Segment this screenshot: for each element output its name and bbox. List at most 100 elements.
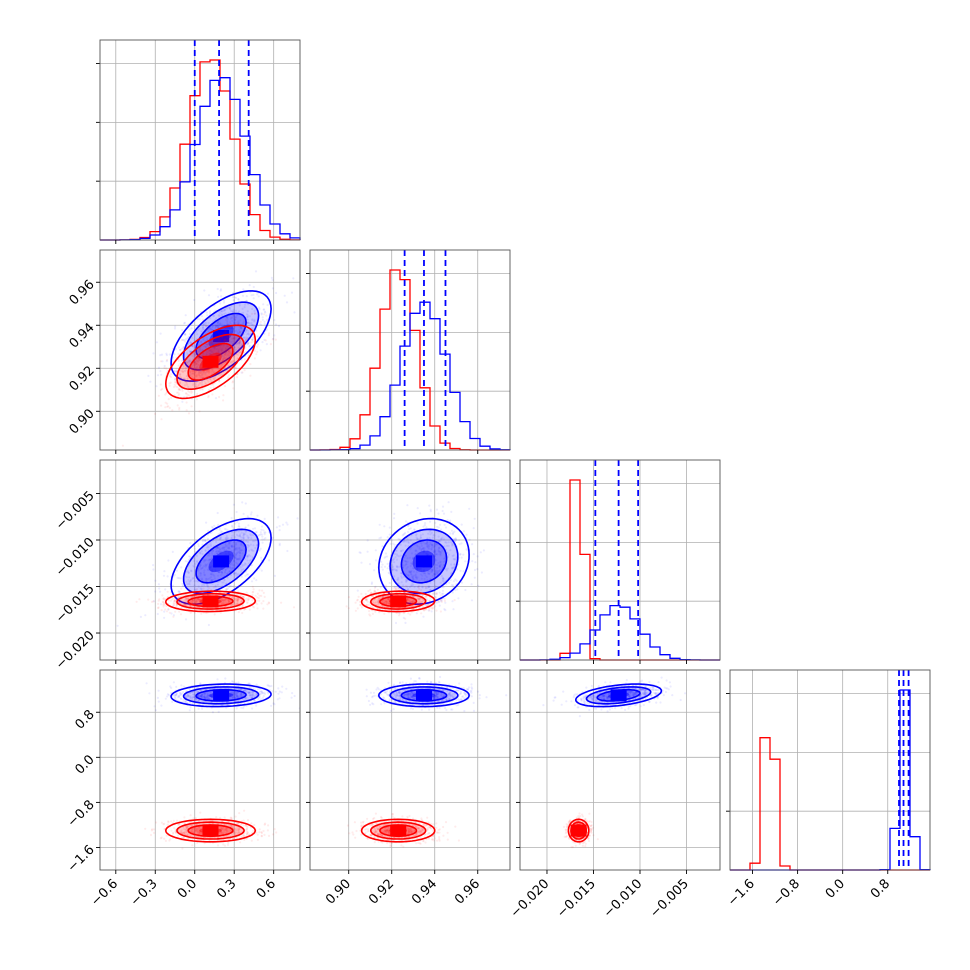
sample-point xyxy=(255,544,258,547)
sample-point xyxy=(212,586,215,589)
sample-point xyxy=(250,294,253,297)
sample-point xyxy=(458,539,461,542)
sample-point xyxy=(152,600,155,603)
sample-point xyxy=(219,531,222,535)
sample-point xyxy=(234,553,237,556)
sample-point xyxy=(185,380,188,383)
sample-point xyxy=(238,341,241,344)
sample-point xyxy=(213,347,216,351)
sample-point xyxy=(188,576,191,579)
sample-point xyxy=(222,546,225,549)
sample-point xyxy=(237,525,240,528)
sample-point xyxy=(178,387,181,390)
sample-point xyxy=(230,316,233,319)
sample-point xyxy=(242,336,246,339)
sample-point xyxy=(188,589,191,592)
sample-point xyxy=(226,598,229,601)
sample-point xyxy=(200,354,203,357)
sample-point xyxy=(241,595,244,598)
sample-point xyxy=(199,382,202,385)
sample-point xyxy=(152,564,155,567)
sample-point xyxy=(251,318,254,321)
sample-point xyxy=(175,685,178,689)
sample-point xyxy=(403,532,406,536)
sample-point xyxy=(214,326,217,330)
sample-point xyxy=(237,297,240,301)
sample-point xyxy=(462,553,465,556)
sample-point xyxy=(166,695,169,698)
sample-point xyxy=(234,348,237,351)
sample-point xyxy=(209,378,212,381)
sample-point xyxy=(233,559,236,563)
sample-point xyxy=(165,354,168,357)
sample-point xyxy=(233,572,236,575)
sample-point xyxy=(218,348,221,351)
sample-point xyxy=(228,542,231,545)
sample-point xyxy=(175,391,179,394)
sample-point xyxy=(239,556,242,559)
sample-point xyxy=(238,330,242,333)
sample-point xyxy=(416,545,419,548)
sample-point xyxy=(216,678,219,681)
sample-point xyxy=(244,354,247,357)
sample-point xyxy=(441,505,445,508)
sample-point xyxy=(249,543,252,546)
sample-point xyxy=(419,536,422,539)
sample-point xyxy=(277,692,280,695)
sample-point xyxy=(229,352,232,355)
sample-point xyxy=(202,328,205,331)
sample-point xyxy=(223,527,227,531)
sample-point xyxy=(178,590,181,594)
sample-point xyxy=(366,550,369,553)
sample-point xyxy=(476,568,479,571)
sample-point xyxy=(174,348,177,351)
sample-point xyxy=(149,380,152,383)
sample-point xyxy=(161,387,164,391)
sample-point xyxy=(409,570,412,574)
sample-point xyxy=(267,334,270,337)
sample-point xyxy=(199,574,202,577)
sample-point xyxy=(445,544,449,548)
sample-point xyxy=(217,368,220,371)
sample-point xyxy=(438,570,441,573)
sample-point xyxy=(218,323,222,326)
sample-point xyxy=(236,599,239,603)
sample-point xyxy=(181,582,184,585)
sample-point xyxy=(184,338,187,341)
sample-point xyxy=(231,525,234,529)
sample-point xyxy=(219,574,223,577)
sample-point xyxy=(209,317,212,320)
sample-point xyxy=(218,323,221,326)
sample-point xyxy=(419,512,422,515)
sample-point xyxy=(443,599,446,603)
sample-point xyxy=(217,331,220,334)
sample-point xyxy=(253,309,256,312)
sample-point xyxy=(183,369,186,373)
sample-point xyxy=(414,534,418,537)
sample-point xyxy=(227,366,230,369)
sample-point xyxy=(195,384,198,387)
sample-point xyxy=(156,612,159,616)
sample-point xyxy=(223,328,227,331)
sample-point xyxy=(236,520,239,523)
sample-point xyxy=(194,371,197,374)
sample-point xyxy=(232,336,235,340)
sample-point xyxy=(381,545,384,548)
sample-point xyxy=(261,589,264,592)
sample-point xyxy=(192,601,195,604)
sample-point xyxy=(218,537,221,541)
sample-point xyxy=(236,599,239,602)
sample-point xyxy=(221,359,224,362)
panel-0-3 xyxy=(99,669,301,871)
sample-point xyxy=(186,583,189,586)
sample-point xyxy=(479,551,482,554)
sample-point xyxy=(206,338,209,341)
sample-point xyxy=(196,597,199,601)
sample-point xyxy=(237,572,240,576)
sample-point xyxy=(227,541,231,545)
sample-point xyxy=(186,353,189,356)
sample-point xyxy=(441,509,444,513)
sample-point xyxy=(228,366,231,369)
sample-point xyxy=(167,599,170,602)
sample-point xyxy=(184,602,187,605)
